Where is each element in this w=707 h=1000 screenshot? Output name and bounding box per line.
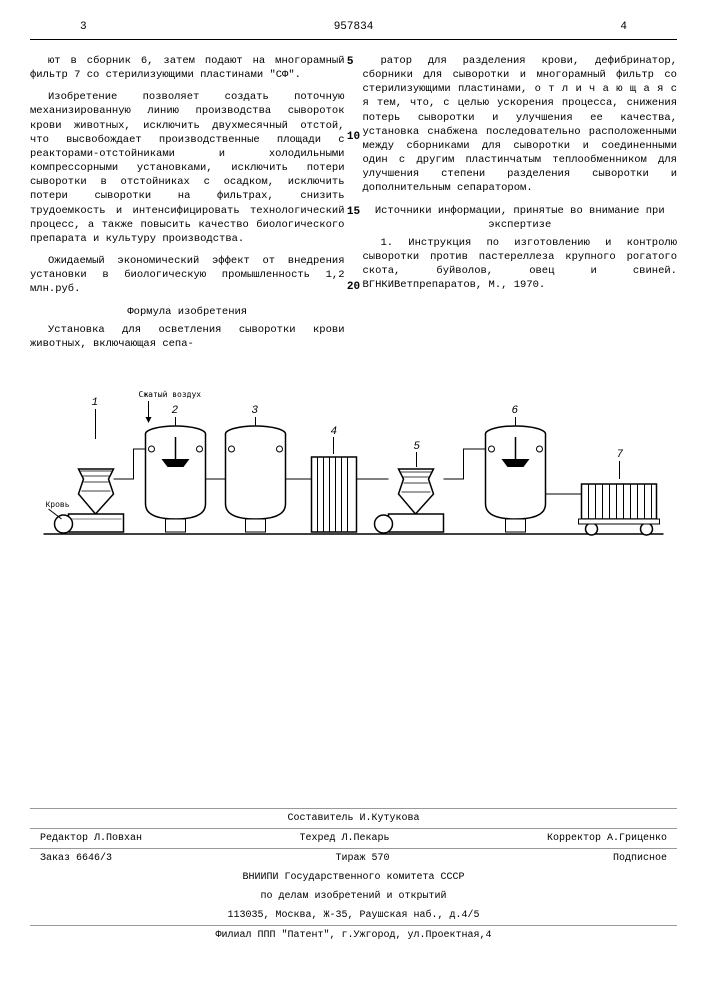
compiler-line: Составитель И.Кутукова (30, 808, 677, 828)
imprint-footer: Составитель И.Кутукова Редактор Л.Повхан… (30, 808, 677, 945)
tirazh: Тираж 570 (335, 852, 389, 865)
apparatus-7: 7 (579, 449, 660, 535)
patent-number: 957834 (334, 20, 374, 35)
order-num: Заказ 6646/3 (40, 852, 112, 865)
branch-line: Филиал ППП "Патент", г.Ужгород, ул.Проек… (30, 925, 677, 945)
techred: Техред Л.Пекарь (299, 832, 389, 845)
right-column: ратор для разделения крови, дефибринатор… (363, 54, 678, 359)
paragraph: Ожидаемый экономический эффект от внедре… (30, 254, 345, 297)
editor: Редактор Л.Повхан (40, 832, 142, 845)
apparatus-3: 3 (226, 405, 286, 532)
paragraph: Установка для осветления сыворотки крови… (30, 323, 345, 351)
diagram-label: Сжатый воздух (139, 390, 202, 399)
apparatus-5: 5 (375, 441, 444, 533)
subscription: Подписное (613, 852, 667, 865)
formula-heading: Формула изобретения (30, 305, 345, 319)
line-marker: 20 (347, 280, 360, 295)
svg-text:4: 4 (331, 426, 338, 438)
process-diagram: Сжатый воздух 1 Кровь 2 (30, 379, 677, 559)
line-number-gutter: 5 10 15 20 (347, 55, 360, 294)
paragraph: ют в сборник 6, затем подают на многорам… (30, 54, 345, 82)
paragraph: 1. Инструкция по изготовлению и контролю… (363, 236, 678, 293)
page: 3 957834 4 5 10 15 20 ют в сборник 6, за… (30, 20, 677, 980)
apparatus-4: 4 (312, 426, 357, 532)
svg-text:7: 7 (617, 449, 624, 461)
svg-text:6: 6 (512, 405, 519, 417)
apparatus-2: 2 (146, 405, 206, 532)
apparatus-6: 6 (486, 405, 546, 532)
svg-text:5: 5 (414, 441, 421, 453)
corrector: Корректор А.Гриценко (547, 832, 667, 845)
left-column: ют в сборник 6, затем подают на многорам… (30, 54, 345, 359)
org-line1: ВНИИПИ Государственного комитета СССР (30, 868, 677, 887)
paragraph: ратор для разделения крови, дефибринатор… (363, 54, 678, 196)
page-num-left: 3 (80, 20, 87, 35)
page-header: 3 957834 4 (30, 20, 677, 40)
line-marker: 10 (347, 130, 360, 145)
svg-text:Кровь: Кровь (46, 501, 70, 510)
address-line: 113035, Москва, Ж-35, Раушская наб., д.4… (30, 906, 677, 925)
svg-text:2: 2 (172, 405, 179, 417)
line-marker: 5 (347, 55, 360, 70)
page-num-right: 4 (620, 20, 627, 35)
order-line: Заказ 6646/3 Тираж 570 Подписное (30, 848, 677, 868)
org-line2: по делам изобретений и открытий (30, 887, 677, 906)
editor-line: Редактор Л.Повхан Техред Л.Пекарь Коррек… (30, 828, 677, 848)
svg-text:3: 3 (252, 405, 259, 417)
sources-heading: Источники информации, принятые во вниман… (363, 204, 678, 232)
svg-text:1: 1 (92, 397, 99, 409)
apparatus-1: 1 Кровь (46, 397, 124, 533)
line-marker: 15 (347, 205, 360, 220)
paragraph: Изобретение позволяет создать поточную м… (30, 90, 345, 246)
